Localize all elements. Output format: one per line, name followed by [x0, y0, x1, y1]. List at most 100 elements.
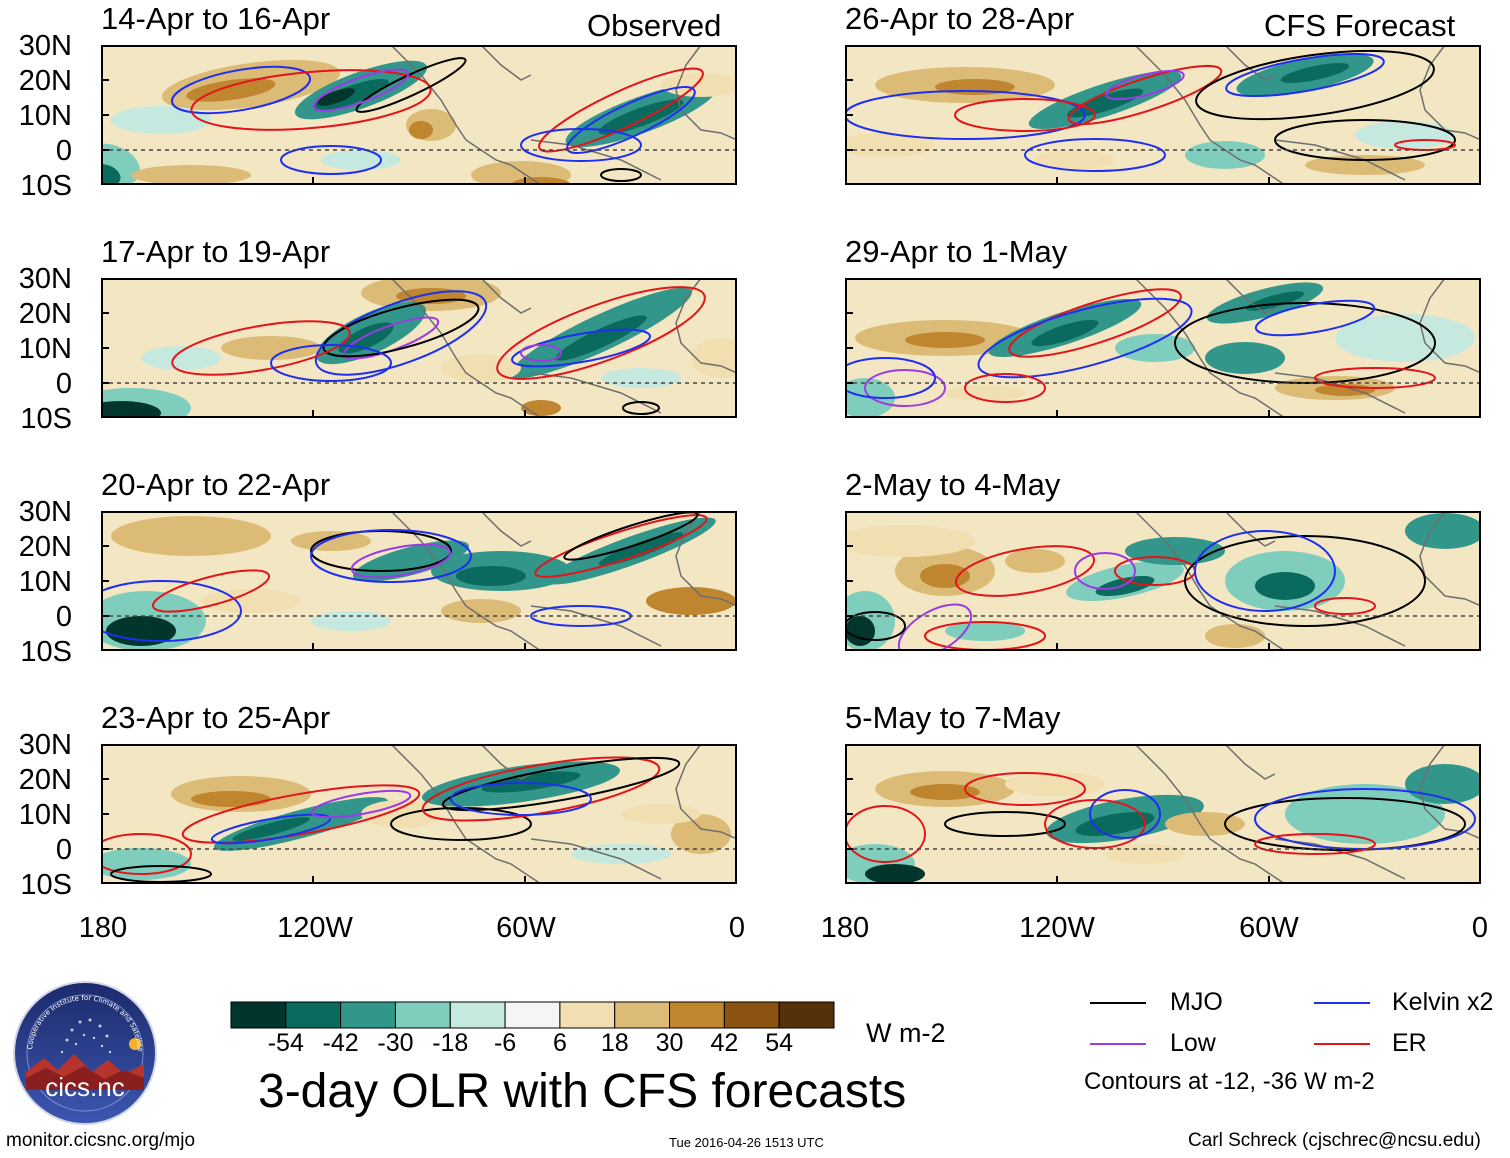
olr-anomaly-shading: [111, 516, 271, 556]
olr-anomaly-shading: [1205, 342, 1285, 374]
panel-8-title: 5-May to 7-May: [845, 700, 1061, 735]
olr-anomaly-shading: [1005, 549, 1065, 573]
olr-anomaly-shading: [311, 611, 391, 631]
olr-anomaly-shading: [201, 589, 301, 613]
olr-anomaly-shading: [1405, 513, 1481, 549]
olr-anomaly-shading: [1255, 572, 1315, 600]
olr-map-observed-4: [101, 744, 737, 884]
olr-anomaly-shading: [291, 531, 371, 551]
colorbar-tick-label: 18: [600, 1029, 629, 1057]
lon-label: 120W: [277, 912, 353, 944]
wave-filter-contour: [977, 297, 1193, 379]
olr-anomaly-shading: [1125, 537, 1225, 565]
olr-anomaly-shading: [1205, 624, 1265, 648]
panel-5-title: 26-Apr to 28-Apr: [845, 1, 1075, 36]
olr-anomaly-shading: [361, 800, 441, 828]
legend-er-label: ER: [1392, 1029, 1427, 1057]
lat-label: 10S: [20, 170, 72, 202]
olr-anomaly-shading: [598, 532, 684, 566]
wave-filter-contour: [954, 545, 1096, 597]
colorbar-tick-label: -42: [322, 1029, 359, 1057]
lat-label: 0: [55, 368, 72, 400]
olr-anomaly-shading: [232, 817, 310, 841]
coastline-americas: [1134, 45, 1286, 185]
wave-filter-contour: [1044, 799, 1146, 849]
wave-filter-contour: [1224, 797, 1466, 851]
colorbar-tick-label: -54: [267, 1029, 304, 1057]
olr-anomaly-shading: [845, 616, 875, 646]
lat-label: 10N: [18, 100, 72, 132]
olr-anomaly-shading: [191, 791, 271, 807]
olr-anomaly-shading: [555, 315, 647, 361]
olr-anomaly-shading: [221, 336, 321, 360]
lat-label: 0: [55, 135, 72, 167]
wave-filter-contour: [1105, 69, 1185, 101]
wave-filter-contour: [450, 782, 592, 816]
contour-note: Contours at -12, -36 W m-2: [1084, 1068, 1375, 1095]
olr-anomaly-shading: [1066, 88, 1144, 118]
panel-3-title: 20-Apr to 22-Apr: [101, 467, 331, 502]
colorbar-swatch: [504, 1001, 561, 1029]
wave-filter-contour: [534, 514, 708, 578]
olr-anomaly-shading: [1105, 844, 1185, 864]
wave-filter-contour: [1067, 64, 1223, 126]
colorbar-swatch: [614, 1001, 671, 1029]
wave-filter-contour: [845, 805, 926, 863]
olr-anomaly-shading: [441, 599, 521, 623]
coastline-south-america: [530, 139, 662, 181]
wave-filter-contour: [538, 67, 704, 153]
footer-url[interactable]: monitor.cicsnc.org/mjo: [6, 1130, 196, 1151]
lon-label: 180: [820, 912, 870, 944]
colorbar: [230, 1001, 835, 1029]
colorbar-tick-label: -6: [493, 1029, 517, 1057]
wave-filter-contour: [1195, 49, 1435, 121]
colorbar-tick-label: -30: [377, 1029, 414, 1057]
olr-map-forecast-1: [845, 45, 1481, 185]
footer-timestamp: Tue 2016-04-26 1513 UTC: [669, 1135, 824, 1150]
wave-filter-contour: [1074, 552, 1136, 590]
figure-title: 3-day OLR with CFS forecasts: [258, 1065, 907, 1118]
olr-anomaly-shading: [646, 587, 736, 615]
olr-anomaly-shading: [905, 332, 985, 348]
olr-anomaly-shading: [621, 804, 701, 824]
wave-filter-contour: [897, 603, 973, 651]
lon-label: 120W: [1019, 912, 1095, 944]
lat-label: 30N: [18, 496, 72, 528]
wave-filter-contour: [270, 344, 392, 382]
lat-label: 20N: [18, 764, 72, 796]
legend-low-label: Low: [1170, 1029, 1216, 1057]
wave-filter-contour: [1225, 52, 1385, 98]
olr-anomaly-shading: [865, 864, 925, 884]
olr-anomaly-shading: [317, 88, 355, 106]
colorbar-swatch: [285, 1001, 342, 1029]
olr-map-observed-1: [101, 45, 737, 185]
colorbar-swatch: [723, 1001, 780, 1029]
coastline-americas: [1134, 511, 1286, 651]
coastline-south-america: [1274, 605, 1406, 647]
lat-label: 10N: [18, 799, 72, 831]
colorbar-swatch: [449, 1001, 506, 1029]
wave-filter-contour: [101, 580, 242, 642]
olr-anomaly-shading: [101, 401, 161, 418]
olr-anomaly-shading: [1335, 314, 1475, 362]
lon-label: 0: [1471, 912, 1489, 944]
coastline-gulf: [1224, 744, 1276, 780]
lon-label: 60W: [1239, 912, 1299, 944]
wave-filter-contour: [190, 69, 432, 131]
coastline-gulf: [1224, 511, 1276, 547]
colorbar-swatch: [778, 1001, 835, 1029]
wave-filter-contour: [210, 813, 332, 845]
wave-filter-contour: [520, 128, 642, 162]
lat-label: 20N: [18, 531, 72, 563]
legend-er-line: [1314, 1043, 1370, 1045]
lon-label: 60W: [496, 912, 556, 944]
observed-label: Observed: [587, 8, 722, 43]
lat-label: 30N: [18, 263, 72, 295]
cics-logo: Cooperative Institute for Climate and Sa…: [12, 980, 157, 1125]
olr-anomaly-shading: [910, 784, 980, 800]
olr-anomaly-shading: [409, 121, 433, 139]
wave-filter-contour: [1254, 299, 1376, 337]
lat-label: 0: [55, 834, 72, 866]
panel-6-title: 29-Apr to 1-May: [845, 234, 1068, 269]
wave-filter-contour: [441, 756, 681, 812]
